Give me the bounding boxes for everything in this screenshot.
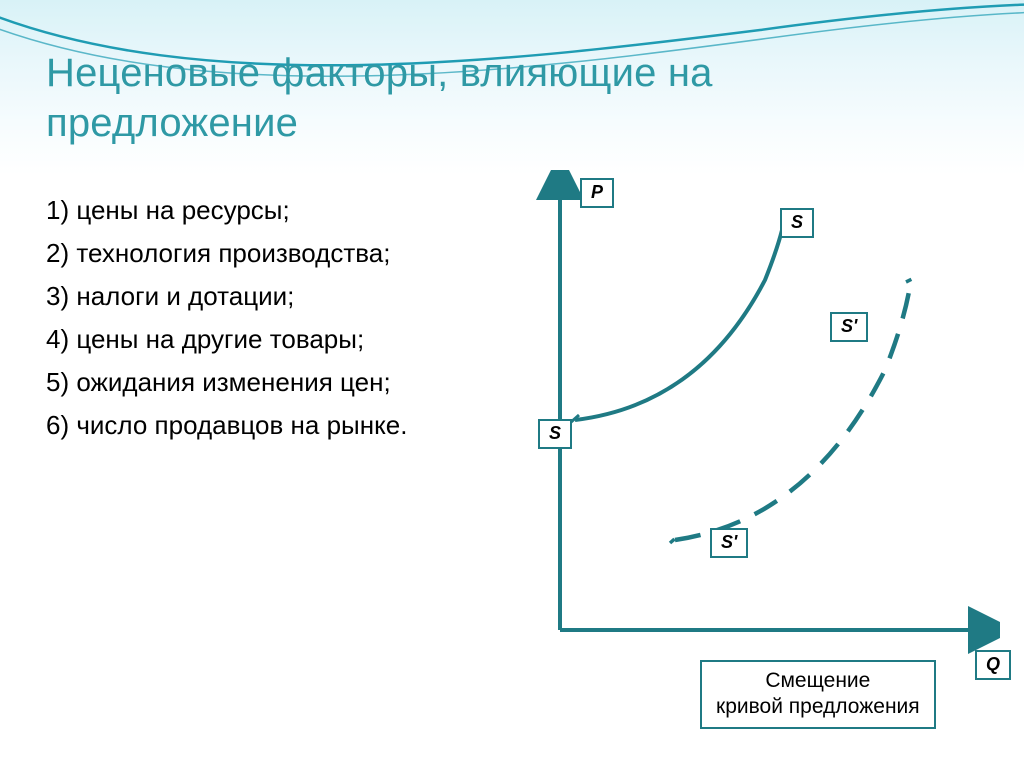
- list-item: 4) цены на другие товары;: [46, 321, 476, 358]
- list-item: 1) цены на ресурсы;: [46, 192, 476, 229]
- axis-label-p: P: [580, 178, 614, 208]
- caption-line1: Смещение: [765, 669, 870, 692]
- supply-chart: P Q S S S' S' Смещение кривой предложени…: [490, 170, 1000, 690]
- curve-label-sprime-start: S': [710, 528, 748, 558]
- caption-line2: кривой предложения: [716, 695, 920, 718]
- curve-label-sprime-end: S': [830, 312, 868, 342]
- axis-label-q: Q: [975, 650, 1011, 680]
- list-item: 6) число продавцов на рынке.: [46, 407, 476, 444]
- list-item: 2) технология производства;: [46, 235, 476, 272]
- list-item: 5) ожидания изменения цен;: [46, 364, 476, 401]
- curve-label-s-end: S: [780, 208, 814, 238]
- factor-list: 1) цены на ресурсы; 2) технология произво…: [46, 192, 476, 449]
- list-item: 3) налоги и дотации;: [46, 278, 476, 315]
- page-title: Неценовые факторы, влияющие на предложен…: [46, 48, 926, 148]
- curve-label-s-start: S: [538, 419, 572, 449]
- chart-caption: Смещение кривой предложения: [700, 660, 936, 729]
